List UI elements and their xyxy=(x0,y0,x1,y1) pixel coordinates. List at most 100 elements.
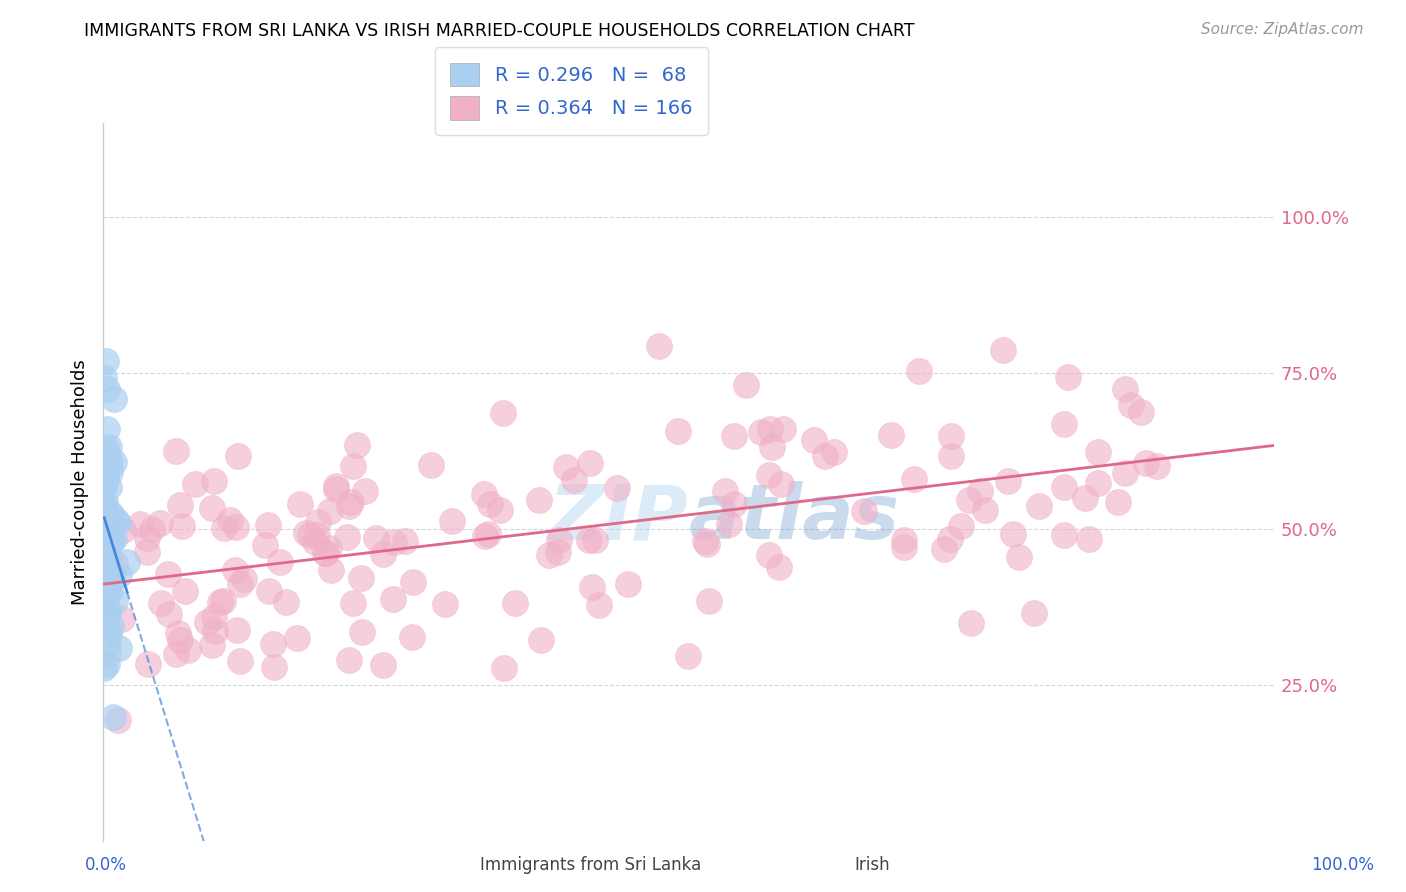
Point xyxy=(583,533,606,547)
Point xyxy=(229,654,252,668)
Point xyxy=(93,479,115,493)
Point xyxy=(98,453,121,467)
Point xyxy=(218,513,240,527)
Point xyxy=(97,603,120,617)
Point xyxy=(136,657,159,672)
Point xyxy=(229,577,252,591)
Point xyxy=(993,343,1015,357)
Point xyxy=(224,564,246,578)
Point xyxy=(93,534,115,549)
Point xyxy=(893,540,915,554)
Point xyxy=(749,425,772,439)
Point xyxy=(761,440,783,454)
Point xyxy=(103,532,125,546)
Point xyxy=(96,568,118,582)
Point xyxy=(100,509,122,524)
Point xyxy=(94,463,117,477)
Point xyxy=(578,533,600,547)
Point xyxy=(768,559,790,574)
Point xyxy=(141,522,163,536)
Point xyxy=(94,472,117,486)
Point xyxy=(1008,550,1031,565)
Point xyxy=(949,518,972,533)
Point xyxy=(104,594,127,608)
Point xyxy=(307,515,329,529)
Point xyxy=(98,440,121,454)
Point xyxy=(184,476,207,491)
Point xyxy=(94,606,117,620)
Point xyxy=(474,529,496,543)
Point xyxy=(98,567,121,582)
Point xyxy=(167,626,190,640)
Point xyxy=(1028,500,1050,514)
Point xyxy=(93,370,115,384)
Point xyxy=(1087,445,1109,459)
Point xyxy=(101,709,124,723)
Point xyxy=(97,647,120,661)
Point xyxy=(103,392,125,406)
Point xyxy=(758,549,780,563)
Point xyxy=(107,640,129,655)
Point xyxy=(853,503,876,517)
Point xyxy=(169,498,191,512)
Point xyxy=(93,498,115,512)
Point xyxy=(1146,458,1168,473)
Point xyxy=(100,619,122,633)
Point xyxy=(315,546,337,560)
Point xyxy=(93,531,115,545)
Point xyxy=(93,660,115,674)
Point xyxy=(907,364,929,378)
Point xyxy=(337,653,360,667)
Point xyxy=(548,533,571,547)
Point xyxy=(606,481,628,495)
Point xyxy=(169,632,191,647)
Point xyxy=(269,555,291,569)
Point xyxy=(274,595,297,609)
Point xyxy=(325,479,347,493)
Point xyxy=(285,631,308,645)
Point xyxy=(307,528,329,542)
Point xyxy=(893,533,915,547)
Point xyxy=(1107,495,1129,509)
Point xyxy=(262,637,284,651)
Point xyxy=(97,480,120,494)
Point xyxy=(960,616,983,631)
Point xyxy=(1087,475,1109,490)
Point xyxy=(98,551,121,566)
Text: 100.0%: 100.0% xyxy=(1312,855,1374,873)
Text: Irish: Irish xyxy=(853,855,890,873)
Point xyxy=(433,597,456,611)
Point xyxy=(941,429,963,443)
Point xyxy=(173,584,195,599)
Point xyxy=(228,450,250,464)
Text: 0.0%: 0.0% xyxy=(84,855,127,873)
Point xyxy=(803,433,825,447)
Point xyxy=(564,473,586,487)
Legend: R = 0.296   N =  68, R = 0.364   N = 166: R = 0.296 N = 68, R = 0.364 N = 166 xyxy=(434,47,709,136)
Point xyxy=(770,477,793,491)
Point xyxy=(340,494,363,508)
Point xyxy=(1053,480,1076,494)
Point xyxy=(880,428,903,442)
Point xyxy=(527,493,550,508)
Text: IMMIGRANTS FROM SRI LANKA VS IRISH MARRIED-COUPLE HOUSEHOLDS CORRELATION CHART: IMMIGRANTS FROM SRI LANKA VS IRISH MARRI… xyxy=(84,22,915,40)
Point xyxy=(384,535,406,549)
Point xyxy=(94,574,117,589)
Point xyxy=(93,451,115,466)
Point xyxy=(1073,491,1095,505)
Point xyxy=(195,615,218,629)
Point xyxy=(759,421,782,435)
Point xyxy=(321,563,343,577)
Point xyxy=(419,458,441,472)
Point xyxy=(758,468,780,483)
Point xyxy=(823,445,845,459)
Point xyxy=(903,473,925,487)
Point xyxy=(97,582,120,596)
Point xyxy=(336,530,359,544)
Point xyxy=(94,512,117,526)
Point xyxy=(232,572,254,586)
Point xyxy=(93,616,115,631)
Point xyxy=(346,438,368,452)
Point xyxy=(97,560,120,574)
Point xyxy=(93,468,115,483)
